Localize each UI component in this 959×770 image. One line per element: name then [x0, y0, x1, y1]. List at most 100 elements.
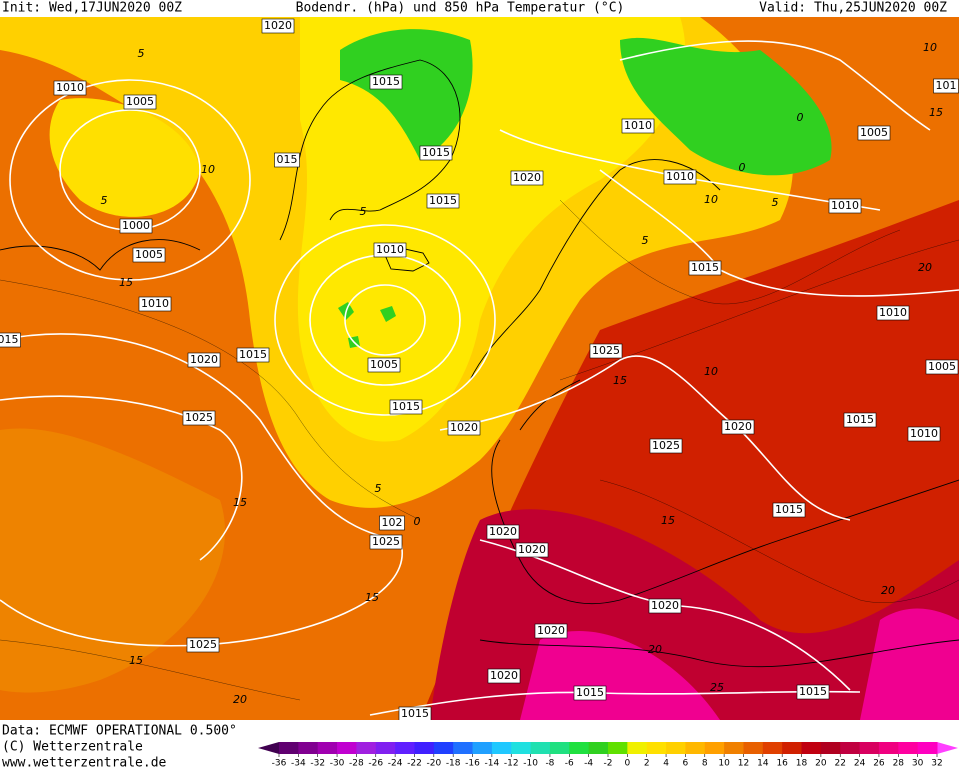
- temperature-label: 20: [881, 584, 895, 597]
- colorbar-tick-label: -20: [426, 759, 441, 769]
- colorbar-swatch: [569, 742, 590, 754]
- colorbar-swatch: [820, 742, 841, 754]
- temperature-label: 25: [710, 681, 724, 694]
- colorbar-swatch: [859, 742, 880, 754]
- field-atlantic: [0, 428, 225, 693]
- init-time: Init: Wed,17JUN2020 00Z: [2, 1, 182, 16]
- isobar-label: 1005: [126, 95, 154, 108]
- isobar-label-box: [534, 623, 568, 639]
- colorbar-tick-label: 12: [738, 759, 749, 769]
- temperature-label: 5: [642, 234, 649, 247]
- isobar-label: 1010: [831, 199, 859, 212]
- colorbar-swatch: [666, 742, 686, 754]
- isobar-label: 1020: [537, 624, 565, 637]
- temp-line: [0, 279, 421, 521]
- colorbar-swatch: [511, 742, 532, 754]
- temperature-label: 0: [797, 111, 804, 124]
- temperature-label: 0: [414, 515, 421, 528]
- isobar: [0, 395, 243, 561]
- temperature-label: 15: [661, 514, 675, 527]
- isobar-label-box: [389, 399, 423, 415]
- colorbar-tick-label: 18: [796, 759, 808, 769]
- field-cool: [297, 17, 686, 442]
- isobar-label: 1020: [489, 525, 517, 538]
- colorbar-swatch: [840, 742, 861, 754]
- colorbar-tick-label: 8: [702, 759, 708, 769]
- colorbar: -36 -34 -32 -30 -28 -26 -24 -22 -20 -18 -16 -14 -12-…: [258, 742, 958, 769]
- colorbar-swatch: [337, 742, 357, 754]
- colorbar-tick-label: -30: [330, 759, 345, 769]
- temperature-label: 15: [613, 374, 627, 387]
- isobar-label-box: [510, 170, 544, 186]
- coast-scandinavia: [469, 159, 721, 381]
- colorbar-tick-label: 10: [718, 759, 730, 769]
- temperature-label: 15: [119, 276, 133, 289]
- temperature-label: 5: [138, 47, 145, 60]
- temperature-label: 5: [360, 205, 367, 218]
- isobar-label: 1010: [910, 427, 938, 440]
- colorbar-tick-label: 32: [931, 759, 942, 769]
- temperature-label: 15: [233, 496, 247, 509]
- colorbar-tick-label: 30: [912, 759, 924, 769]
- temperature-label: 10: [704, 193, 718, 206]
- colorbar-tick-label: -36: [272, 759, 287, 769]
- temperature-label: 0: [739, 161, 746, 174]
- isobar-label-box: [573, 685, 607, 701]
- coast-canada: [0, 239, 201, 271]
- colorbar-swatch: [356, 742, 377, 754]
- colorbar-swatch: [685, 742, 706, 754]
- temperature-label: 15: [365, 591, 379, 604]
- isobar-label: 1005: [860, 126, 888, 139]
- colorbar-under: [258, 742, 279, 754]
- isobar-label: 015: [277, 153, 298, 166]
- field-green-cells: [338, 302, 396, 348]
- isobar-label: 1025: [372, 535, 400, 548]
- isobar-label: 1025: [189, 638, 217, 651]
- colorbar-tick-label: -12: [504, 759, 519, 769]
- isobar-label-box: [907, 426, 941, 442]
- isobar-label: 1020: [190, 353, 218, 366]
- coast-africa: [479, 639, 959, 668]
- copyright: (C) Wetterzentrale: [2, 740, 143, 755]
- colorbar-tick-label: 6: [683, 759, 689, 769]
- isobar-label-box: [261, 18, 295, 34]
- isobar-label: 1000: [122, 219, 150, 232]
- isobar-label: 1025: [185, 411, 213, 424]
- isobar-label-box: [419, 145, 453, 161]
- isobar-label-box: [186, 637, 220, 653]
- colorbar-swatch: [608, 742, 628, 754]
- isobar-label-box: [688, 260, 722, 276]
- isobar-label-box: [663, 169, 697, 185]
- colorbar-tick-label: -32: [310, 759, 325, 769]
- isobar-label: 1005: [135, 248, 163, 261]
- isobar-label-box: [486, 524, 520, 540]
- isobar-label-box: [721, 419, 755, 435]
- isobar-label: 1010: [879, 306, 907, 319]
- temperature-label: 10: [923, 41, 937, 54]
- colorbar-tick-label: -6: [565, 759, 574, 769]
- map-title: Bodendr. (hPa) und 850 hPa Temperatur (°…: [296, 1, 625, 16]
- isobar-label-box: [182, 410, 216, 426]
- colorbar-tick-label: -8: [545, 759, 554, 769]
- colorbar-swatch: [724, 742, 744, 754]
- isobar-label: 1015: [239, 348, 267, 361]
- colorbar-swatch: [743, 742, 764, 754]
- temp-line: [599, 479, 959, 603]
- colorbar-swatch: [298, 742, 319, 754]
- isobar-label-box: [123, 94, 157, 110]
- isobar-label-box: [876, 305, 910, 321]
- isobar-label: 1020: [651, 599, 679, 612]
- isobar-label-box: [0, 332, 21, 348]
- temperature-label: 20: [918, 261, 932, 274]
- colorbar-swatch: [588, 742, 609, 754]
- isobar-label-box: [369, 74, 403, 90]
- colorbar-swatch: [878, 742, 899, 754]
- field-cool-west: [49, 98, 200, 217]
- colorbar-swatch: [782, 742, 803, 754]
- isobar-label: 1015: [775, 503, 803, 516]
- isobar-label: 1020: [518, 543, 546, 556]
- colorbar-swatch: [414, 742, 435, 754]
- colorbar-tick-label: -34: [291, 759, 306, 769]
